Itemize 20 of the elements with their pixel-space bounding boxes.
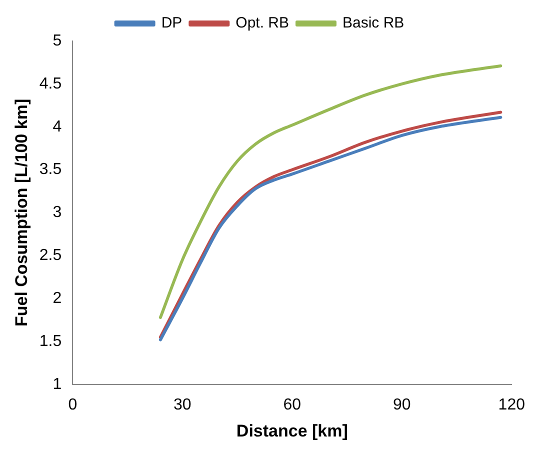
x-tick-label: 90 — [393, 396, 411, 414]
y-axis-title: Fuel Cosumption [L/100 km] — [12, 98, 31, 327]
legend-label: Opt. RB — [236, 14, 290, 32]
x-axis-title: Distance [km] — [236, 421, 348, 440]
y-tick-label: 3 — [52, 204, 62, 222]
line-series — [158, 64, 502, 319]
y-tick-label: 4 — [52, 118, 62, 136]
x-tick-label: 30 — [173, 396, 192, 414]
y-tick-label: 3.5 — [39, 161, 62, 178]
y-tick-label: 4.5 — [39, 75, 62, 92]
x-tick-label: 0 — [68, 396, 78, 414]
y-tick-label: 2 — [52, 290, 62, 307]
x-tick-label: 60 — [283, 396, 302, 414]
y-tick-label: 5 — [52, 32, 62, 50]
y-tick-label: 2.5 — [39, 247, 62, 264]
y-tick-label: 1 — [52, 376, 62, 393]
y-tick-label: 1.5 — [39, 332, 62, 350]
legend-label: Basic RB — [342, 14, 404, 32]
legend-label: DP — [161, 14, 182, 32]
x-tick-label: 120 — [498, 396, 526, 414]
